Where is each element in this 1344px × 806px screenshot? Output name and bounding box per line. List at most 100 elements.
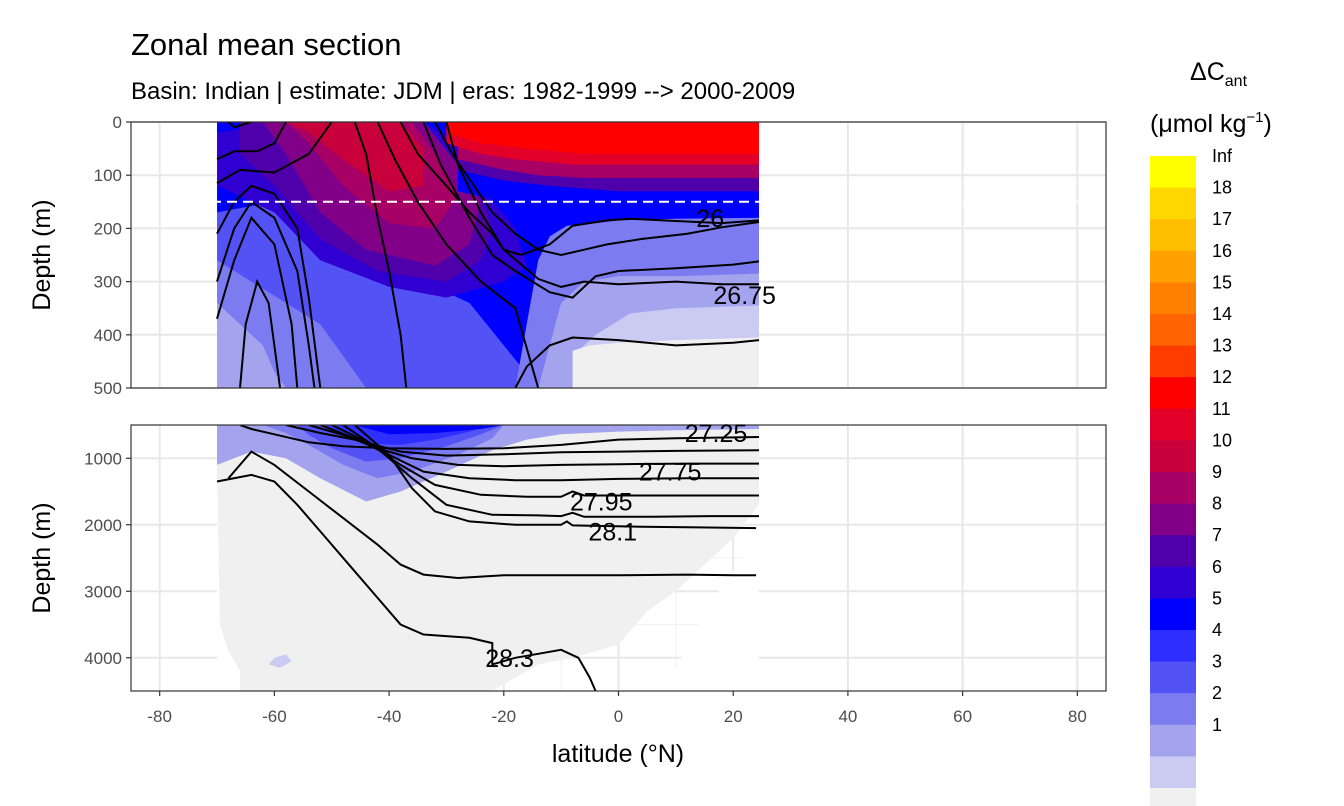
legend-unit: (μmol kg−1) xyxy=(1150,109,1272,138)
isopycnal-line xyxy=(342,425,759,518)
y-tick-label: 100 xyxy=(94,166,122,185)
y-tick-label: 1000 xyxy=(84,449,122,468)
legend-level-label: 12 xyxy=(1212,367,1232,387)
legend-level-label: 18 xyxy=(1212,178,1232,198)
legend-swatch xyxy=(1150,282,1196,315)
legend-level-label: Inf xyxy=(1212,146,1233,166)
legend-level-label: 6 xyxy=(1212,557,1222,577)
lower-y-axis: 1000 2000 3000 4000 xyxy=(84,449,131,668)
y-tick-label: 400 xyxy=(94,326,122,345)
isopycnal-line xyxy=(216,200,316,388)
isopycnal-line xyxy=(227,122,252,129)
isopycnal-line xyxy=(239,278,282,388)
x-tick-label: -20 xyxy=(492,707,517,726)
legend-swatch xyxy=(1150,314,1196,347)
y-tick-label: 2000 xyxy=(84,516,122,535)
isopycnal-line xyxy=(239,425,760,450)
legend-swatch xyxy=(1150,756,1196,789)
isopycnal-label: 27.95 xyxy=(570,488,633,516)
y-tick-label: 0 xyxy=(113,113,122,132)
legend-level-label: 5 xyxy=(1212,588,1222,608)
legend: ΔCant (μmol kg−1) Inf1817161514131211109… xyxy=(1150,58,1272,806)
legend-swatch xyxy=(1150,250,1196,283)
lower-panel: 1000 2000 3000 4000 Depth (m) xyxy=(28,424,1107,692)
legend-swatch xyxy=(1150,724,1196,757)
x-tick-label: -80 xyxy=(147,707,172,726)
fill-band xyxy=(572,337,759,388)
legend-level-label: 0 xyxy=(1226,804,1236,806)
legend-level-label: 14 xyxy=(1212,304,1232,324)
isopycnal-line xyxy=(399,122,760,257)
legend-swatch xyxy=(1150,693,1196,726)
legend-title: ΔCant xyxy=(1190,58,1248,90)
legend-level-label: 8 xyxy=(1212,494,1222,514)
y-tick-label: 500 xyxy=(94,379,122,398)
x-tick-label: 20 xyxy=(724,707,743,726)
no-data-mask xyxy=(131,425,240,691)
isopycnal-label: 26.75 xyxy=(713,282,776,310)
legend-level-label: 10 xyxy=(1212,430,1232,450)
legend-swatch xyxy=(1150,598,1196,631)
legend-swatch xyxy=(1150,408,1196,441)
x-axis: -80 -60 -40 -20 0 20 40 60 80 xyxy=(147,691,1087,726)
isopycnal-line xyxy=(216,122,287,161)
legend-swatch xyxy=(1150,377,1196,410)
fill-band xyxy=(446,122,759,154)
x-tick-label: 0 xyxy=(614,707,623,726)
chart-subtitle: Basin: Indian | estimate: JDM | eras: 19… xyxy=(131,78,795,105)
legend-labels: Inf1817161514131211109876543210 xyxy=(1212,146,1236,806)
legend-level-label: 9 xyxy=(1212,462,1222,482)
legend-level-label: 7 xyxy=(1212,525,1222,545)
isopycnal-label: 28.1 xyxy=(588,518,637,546)
legend-level-label: 17 xyxy=(1212,209,1232,229)
legend-level-label: 16 xyxy=(1212,241,1232,261)
isopycnal-line xyxy=(445,122,759,288)
legend-swatch xyxy=(1150,345,1196,378)
y-tick-label: 300 xyxy=(94,273,122,292)
legend-level-label: 3 xyxy=(1212,652,1222,672)
fill-band xyxy=(217,302,286,388)
isopycnal-line xyxy=(354,425,757,530)
legend-swatch xyxy=(1150,503,1196,536)
x-axis-title: latitude (°N) xyxy=(552,740,684,768)
upper-panel: 0 100 200 300 400 500 Depth (m) xyxy=(28,113,1107,398)
legend-swatch xyxy=(1150,440,1196,473)
isopycnal-line xyxy=(514,336,760,388)
legend-level-label: 13 xyxy=(1212,336,1232,356)
isopycnal-line xyxy=(216,122,333,185)
legend-colorbar xyxy=(1150,156,1196,806)
legend-swatch xyxy=(1150,187,1196,220)
fill-band xyxy=(268,654,292,668)
legend-swatch xyxy=(1150,630,1196,663)
isopycnal-line xyxy=(216,473,597,691)
x-tick-label: 80 xyxy=(1068,707,1087,726)
isopycnal-label: 26 xyxy=(696,205,724,233)
legend-swatch xyxy=(1150,219,1196,252)
legend-level-label: 4 xyxy=(1212,620,1222,640)
x-tick-label: 60 xyxy=(953,707,972,726)
upper-y-axis: 0 100 200 300 400 500 xyxy=(94,113,131,398)
legend-swatch xyxy=(1150,472,1196,505)
upper-fill-field xyxy=(131,122,1106,388)
upper-y-axis-title: Depth (m) xyxy=(28,199,56,310)
isopycnal-label: 27.75 xyxy=(639,459,702,487)
isopycnal-line xyxy=(216,215,299,388)
legend-swatch xyxy=(1150,535,1196,568)
no-data-mask xyxy=(759,122,1106,388)
x-tick-label: -60 xyxy=(262,707,287,726)
y-tick-label: 3000 xyxy=(84,582,122,601)
isopycnal-line xyxy=(376,122,540,388)
isopycnal-label: 27.25 xyxy=(685,420,748,448)
no-data-mask xyxy=(641,425,1106,691)
fill-band xyxy=(354,425,504,435)
y-tick-label: 4000 xyxy=(84,649,122,668)
isopycnal-line xyxy=(353,122,408,388)
x-tick-label: -40 xyxy=(377,707,402,726)
legend-swatch xyxy=(1150,661,1196,694)
legend-level-label: 2 xyxy=(1212,683,1222,703)
isopycnal-label: 28.3 xyxy=(485,645,534,673)
chart-title: Zonal mean section xyxy=(131,27,402,62)
legend-swatch xyxy=(1150,156,1196,189)
